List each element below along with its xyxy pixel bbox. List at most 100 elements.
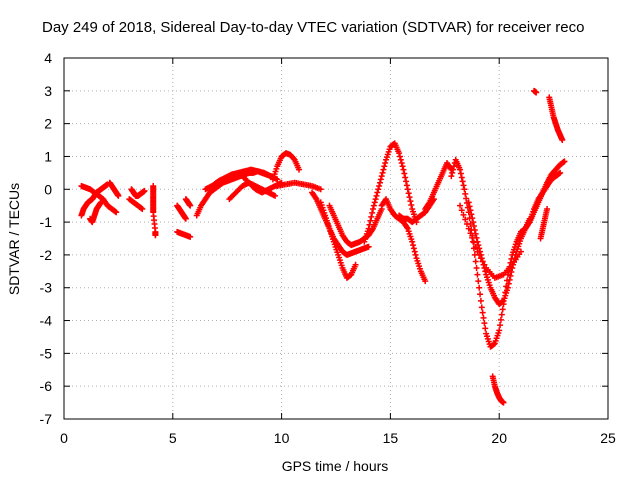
data-point xyxy=(497,322,504,329)
data-point xyxy=(401,170,408,177)
data-point xyxy=(408,202,415,209)
series-dip13a xyxy=(309,189,372,258)
y-tick-label: -6 xyxy=(40,378,53,394)
data-point xyxy=(467,207,474,214)
data-point xyxy=(478,304,485,311)
data-point xyxy=(396,153,403,160)
data-point xyxy=(479,258,486,265)
y-tick-labels: -7 -6 -5 -4 -3 -2 -1 0 1 2 3 4 xyxy=(40,50,53,427)
data-point xyxy=(466,203,473,210)
series-late-rise-b xyxy=(526,169,564,226)
data-point xyxy=(474,271,481,278)
data-point xyxy=(187,233,194,240)
data-point xyxy=(507,272,514,279)
data-point xyxy=(506,276,513,283)
data-point xyxy=(365,225,372,232)
series-bump17 xyxy=(422,160,455,212)
y-tick-label: -4 xyxy=(40,313,53,329)
data-point xyxy=(403,178,410,185)
x-tick-labels: 0 5 10 15 20 25 xyxy=(60,430,616,446)
series-mid-b xyxy=(174,228,194,240)
y-tick-label: -5 xyxy=(40,345,53,361)
y-tick-label: 3 xyxy=(44,83,52,99)
data-point xyxy=(463,221,470,228)
data-point xyxy=(477,291,484,298)
data-point xyxy=(477,255,484,262)
data-point xyxy=(381,163,388,170)
data-point xyxy=(557,169,564,176)
data-point xyxy=(458,207,465,214)
data-point xyxy=(476,245,483,252)
data-point xyxy=(182,215,189,222)
data-point xyxy=(457,170,464,177)
y-tick-label: 0 xyxy=(44,181,52,197)
data-point xyxy=(139,205,146,212)
data-point xyxy=(368,213,375,220)
data-point xyxy=(471,226,478,233)
data-point xyxy=(496,327,503,334)
data-point xyxy=(404,186,411,193)
series-mid-a xyxy=(174,202,189,222)
data-point xyxy=(472,258,479,265)
series-deep20 xyxy=(489,373,507,406)
data-point xyxy=(500,399,507,406)
data-point xyxy=(382,160,389,167)
data-point xyxy=(370,202,377,209)
data-point xyxy=(461,186,468,193)
data-point xyxy=(469,215,476,222)
data-point xyxy=(481,320,488,327)
data-point xyxy=(508,268,515,275)
data-point xyxy=(533,89,540,96)
data-point xyxy=(448,173,455,180)
data-point xyxy=(498,311,505,318)
data-point xyxy=(472,244,479,251)
data-point xyxy=(476,284,483,291)
data-point xyxy=(376,182,383,189)
series-early-c xyxy=(87,199,104,226)
y-tick-label: 1 xyxy=(44,148,52,164)
data-point xyxy=(460,182,467,189)
data-point xyxy=(477,297,484,304)
data-point xyxy=(272,192,279,199)
data-point xyxy=(517,248,524,255)
x-tick-label: 10 xyxy=(274,430,290,446)
data-point xyxy=(410,242,417,249)
data-point xyxy=(410,245,417,252)
series-late-top xyxy=(546,94,566,144)
axis-ticks xyxy=(63,57,609,420)
data-point xyxy=(398,160,405,167)
data-point xyxy=(366,221,373,228)
x-axis-title: GPS time / hours xyxy=(282,458,389,474)
data-point xyxy=(505,280,512,287)
data-point xyxy=(378,173,385,180)
data-point xyxy=(475,278,482,285)
data-point xyxy=(544,205,551,212)
y-tick-label: -2 xyxy=(40,247,53,263)
data-point xyxy=(97,199,104,206)
data-point xyxy=(481,261,488,268)
data-point xyxy=(152,232,159,239)
series-early-g xyxy=(150,182,159,239)
data-point xyxy=(411,248,418,255)
series-peak15 xyxy=(361,140,420,245)
data-point xyxy=(470,223,477,230)
data-point xyxy=(399,163,406,170)
data-point xyxy=(409,238,416,245)
data-point xyxy=(467,230,474,237)
data-point xyxy=(462,216,469,223)
data-point xyxy=(462,190,469,197)
data-point xyxy=(317,186,324,193)
data-point xyxy=(470,219,477,226)
data-point xyxy=(458,174,465,181)
data-point xyxy=(469,234,476,241)
series-post15a xyxy=(378,196,429,285)
x-tick-label: 15 xyxy=(383,430,399,446)
data-point xyxy=(187,202,194,209)
series-dive20c xyxy=(457,202,524,281)
series-peak10 xyxy=(269,150,303,183)
data-point xyxy=(472,230,479,237)
data-point xyxy=(369,205,376,212)
data-point xyxy=(367,217,374,224)
data-point xyxy=(369,209,376,216)
